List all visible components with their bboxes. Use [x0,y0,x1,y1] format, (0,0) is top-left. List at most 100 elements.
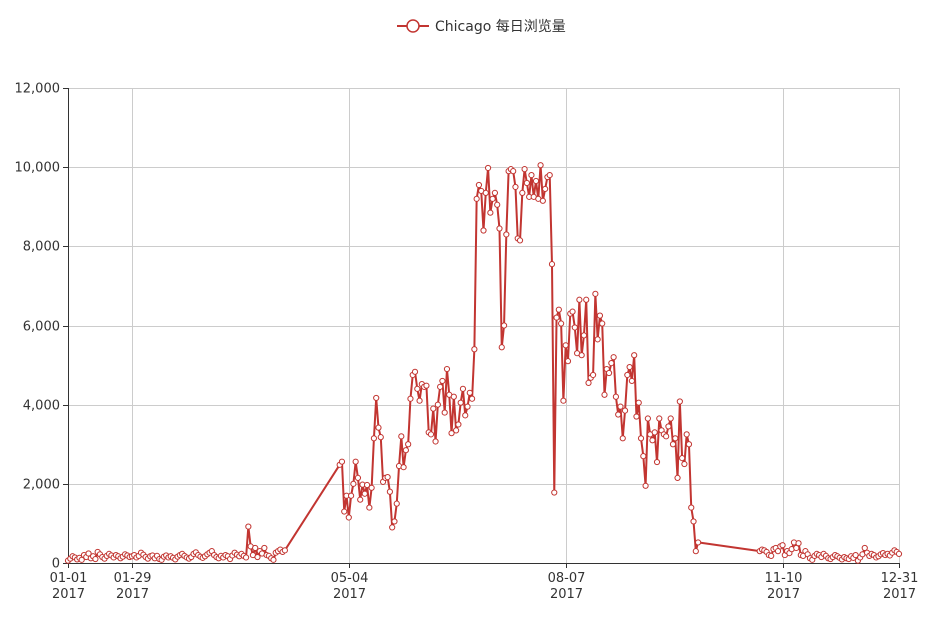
data-point[interactable] [519,189,526,196]
data-point[interactable] [546,171,553,179]
data-point[interactable] [628,377,635,385]
data-point[interactable] [85,550,92,557]
data-point[interactable] [443,365,451,373]
data-point[interactable] [663,433,670,440]
data-point[interactable] [523,179,530,187]
data-point[interactable] [667,415,674,422]
data-point[interactable] [631,352,638,359]
data-point[interactable] [589,371,597,379]
data-point[interactable] [571,324,578,331]
data-point[interactable] [411,368,419,375]
data-point[interactable] [450,393,457,400]
data-point[interactable] [637,435,645,442]
data-point[interactable] [583,296,590,303]
data-point[interactable] [357,496,364,503]
data-point[interactable] [532,177,540,185]
data-point[interactable] [489,195,496,202]
data-point[interactable] [405,441,412,448]
data-point[interactable] [437,383,444,390]
data-point[interactable] [617,403,624,410]
data-point[interactable] [361,490,368,497]
data-point[interactable] [270,556,277,563]
data-point[interactable] [674,474,681,481]
data-point[interactable] [473,195,480,202]
data-point[interactable] [448,430,455,437]
data-point[interactable] [615,411,622,418]
data-point[interactable] [861,544,868,552]
data-point[interactable] [605,369,613,377]
data-point[interactable] [466,389,473,396]
data-point[interactable] [366,504,373,511]
data-point[interactable] [688,504,695,511]
data-point[interactable] [281,547,288,554]
data-point[interactable] [484,164,492,172]
data-point[interactable] [350,480,357,487]
data-point[interactable] [402,447,409,454]
data-point[interactable] [562,342,569,349]
data-point[interactable] [553,314,560,321]
data-point[interactable] [414,385,421,392]
data-point[interactable] [482,189,489,196]
data-point[interactable] [560,397,567,404]
data-point[interactable] [500,322,508,329]
data-point[interactable] [774,548,782,555]
data-point[interactable] [462,412,469,419]
data-point[interactable] [640,453,647,460]
data-point[interactable] [389,524,396,531]
data-point[interactable] [685,441,693,448]
data-point[interactable] [542,185,549,193]
data-point[interactable] [407,395,414,402]
data-point[interactable] [398,433,405,440]
data-point[interactable] [665,423,672,430]
data-point[interactable] [649,437,656,444]
data-point[interactable] [612,393,620,400]
data-point[interactable] [633,413,640,420]
data-point[interactable] [795,540,802,547]
data-point[interactable] [512,183,519,191]
data-point[interactable] [430,405,437,412]
data-point[interactable] [621,407,629,414]
data-point[interactable] [441,409,448,416]
data-point[interactable] [793,544,800,552]
data-point[interactable] [592,290,599,297]
data-point[interactable] [578,352,585,359]
data-point[interactable] [245,523,252,530]
data-point[interactable] [779,542,786,549]
data-point[interactable] [690,518,697,525]
data-point[interactable] [427,431,435,438]
data-point[interactable] [626,363,633,371]
data-point[interactable] [459,385,467,392]
data-point[interactable] [651,429,658,436]
data-point[interactable] [496,225,503,232]
data-point[interactable] [692,548,699,555]
data-point[interactable] [455,421,462,428]
data-point[interactable] [338,458,346,465]
data-point[interactable] [498,344,505,351]
data-point[interactable] [391,518,398,525]
data-point[interactable] [491,189,499,196]
data-point[interactable] [370,435,378,442]
data-point[interactable] [347,492,355,499]
data-point[interactable] [596,312,604,319]
data-point[interactable] [363,481,371,489]
data-point[interactable] [548,261,556,268]
data-point[interactable] [434,401,441,408]
data-point[interactable] [386,488,393,495]
data-point[interactable] [375,424,382,431]
data-point[interactable] [400,464,407,471]
data-point[interactable] [681,460,688,468]
data-point[interactable] [695,539,702,546]
data-point[interactable] [576,296,583,303]
data-point[interactable] [393,500,400,507]
data-point[interactable] [457,399,464,406]
data-point[interactable] [669,441,677,448]
data-point[interactable] [503,231,510,238]
data-point[interactable] [480,227,487,234]
data-point[interactable] [439,377,446,385]
data-point[interactable] [487,209,494,216]
data-point[interactable] [377,434,384,441]
data-point[interactable] [601,391,608,398]
data-point[interactable] [537,162,544,169]
data-point[interactable] [672,435,679,442]
data-point[interactable] [585,379,592,386]
